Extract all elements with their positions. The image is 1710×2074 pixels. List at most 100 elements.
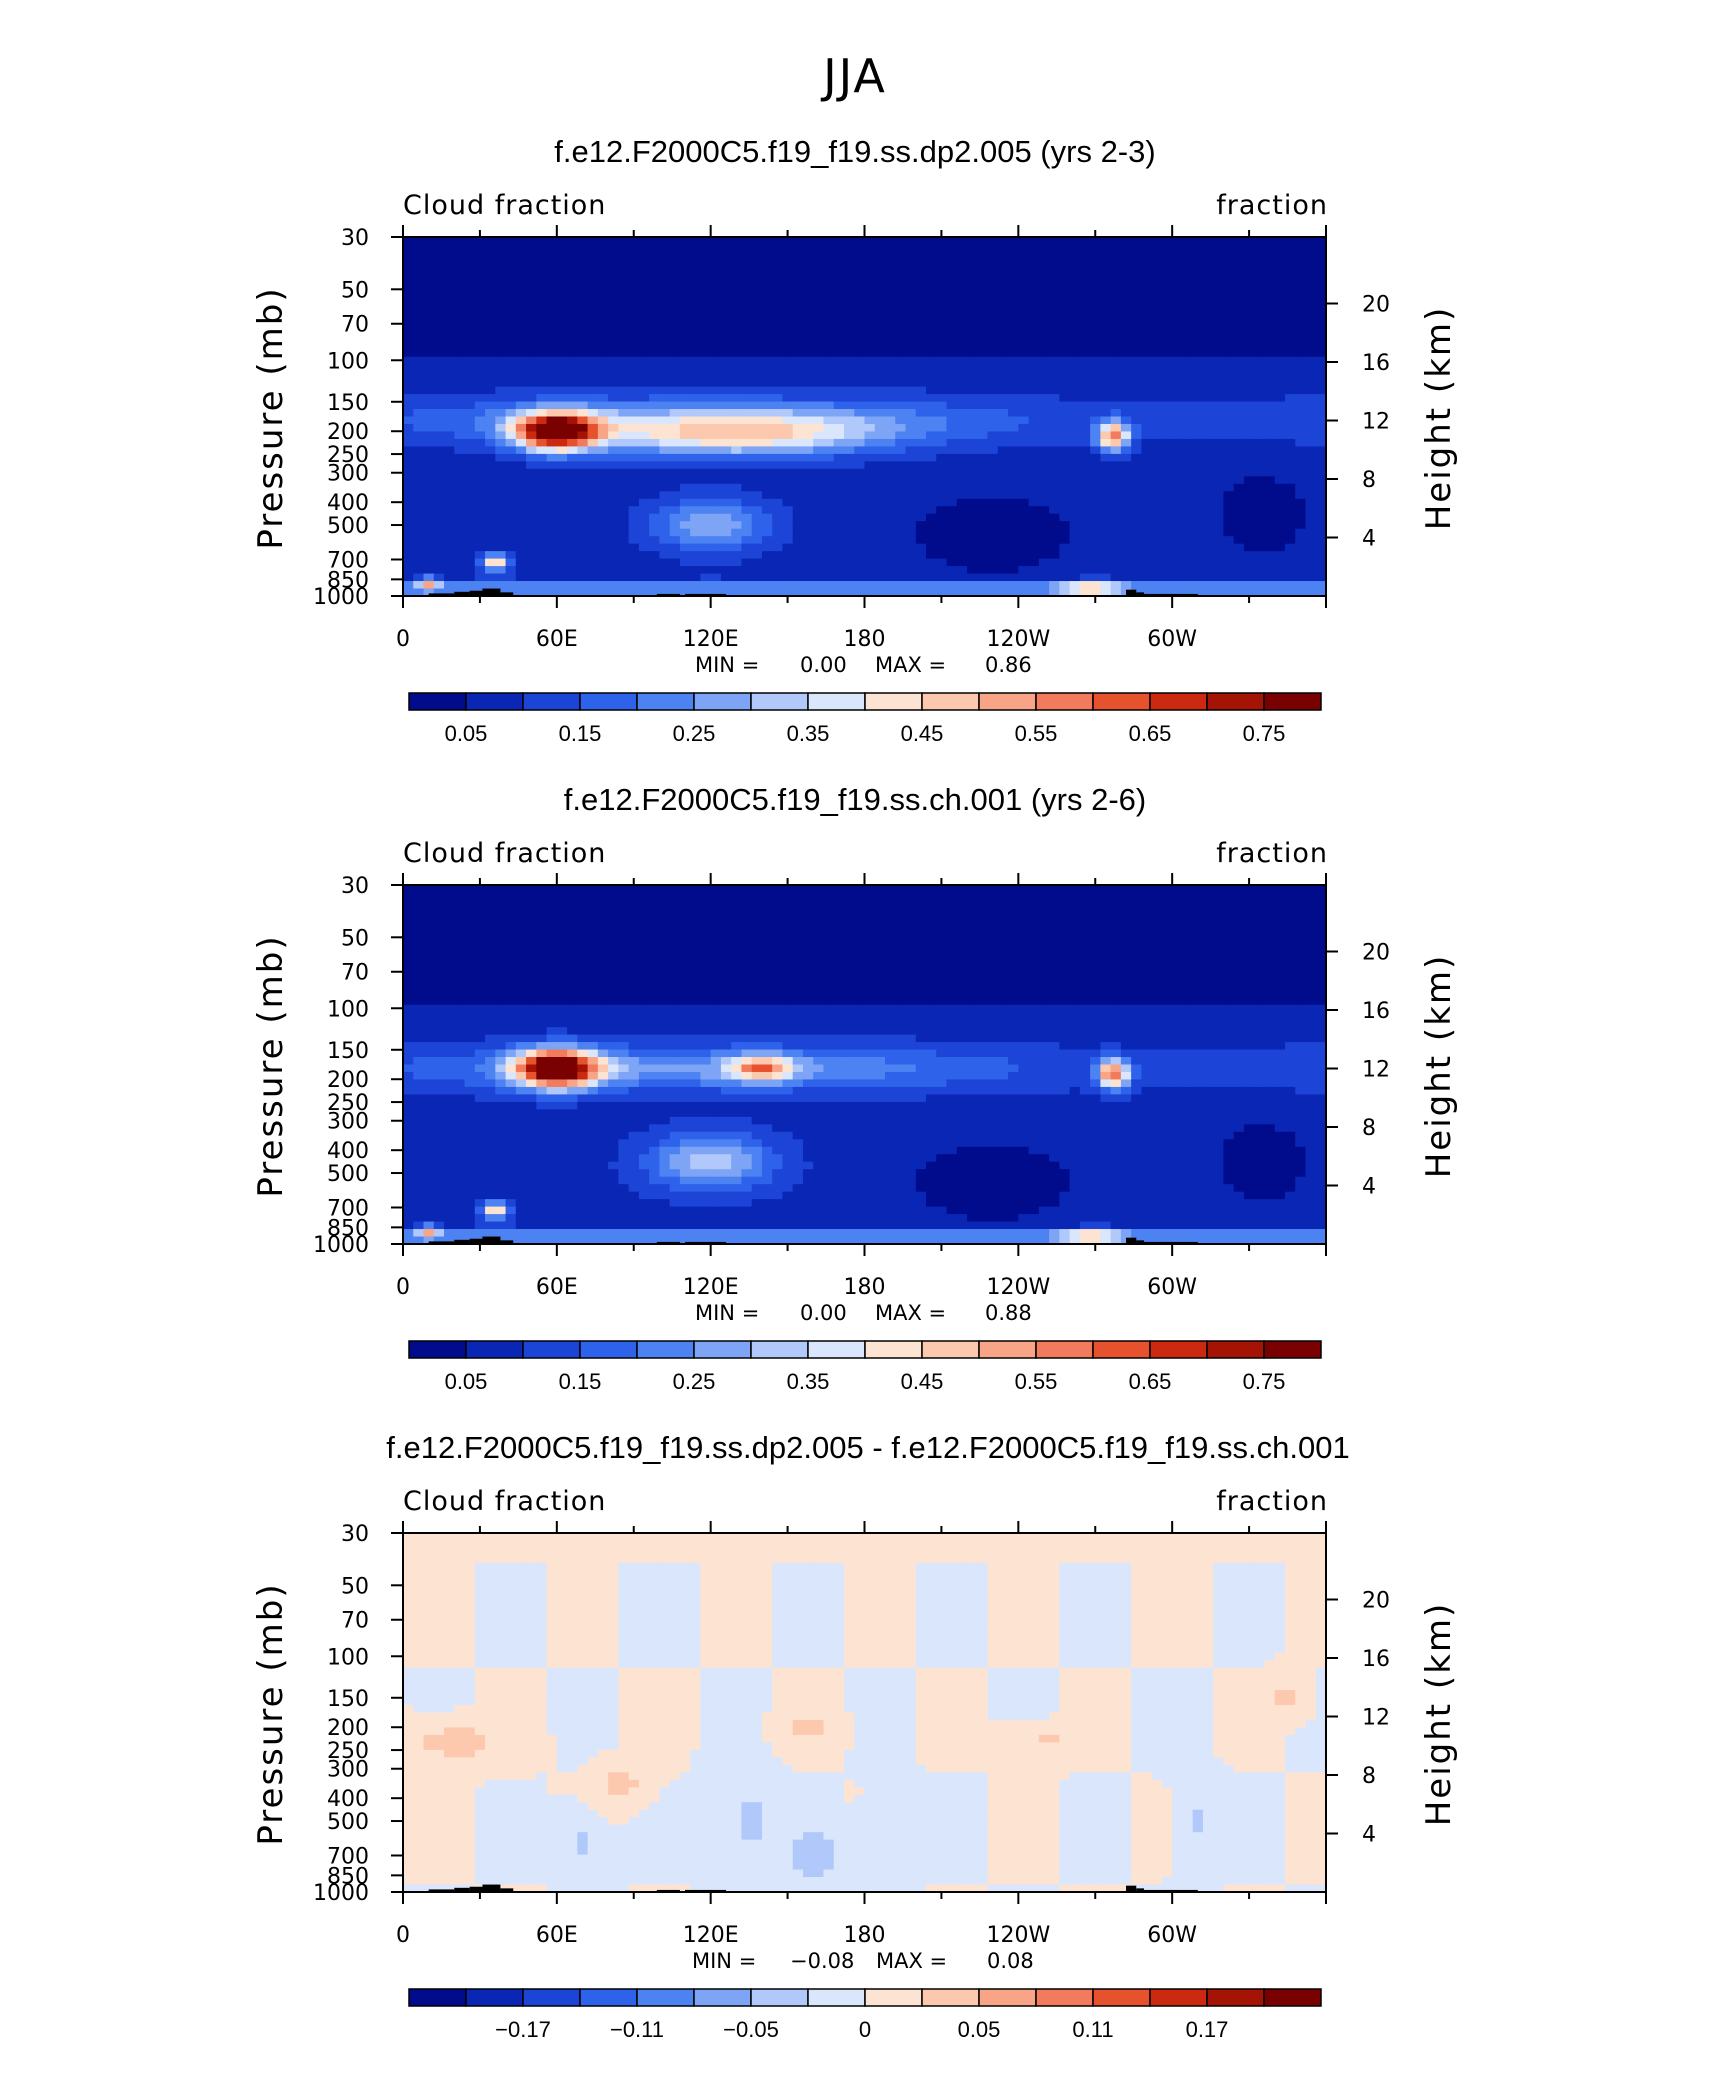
field-cell — [536, 379, 548, 388]
field-cell — [1090, 401, 1101, 410]
field-cell — [423, 423, 435, 433]
field-cell — [587, 281, 599, 290]
field-cell — [1254, 513, 1266, 522]
field-cell — [433, 349, 445, 358]
field-cell — [1182, 319, 1194, 328]
field-cell — [885, 446, 896, 455]
field-cell — [536, 311, 548, 320]
field-cell — [413, 468, 425, 477]
field-cell — [536, 892, 548, 901]
field-cell — [1038, 446, 1050, 455]
field-cell — [567, 349, 578, 358]
colorbar-box — [1263, 692, 1322, 711]
field-cell — [546, 379, 558, 388]
field-cell — [731, 341, 743, 350]
field-cell — [823, 274, 835, 283]
field-cell — [946, 423, 958, 433]
field-cell — [474, 899, 486, 909]
field-cell — [987, 431, 999, 440]
field-cell — [731, 259, 743, 268]
field-cell — [659, 266, 671, 275]
field-cell — [874, 885, 886, 894]
field-cell — [802, 536, 814, 545]
field-cell — [1028, 326, 1040, 335]
field-cell — [700, 409, 712, 418]
field-cell — [967, 491, 978, 500]
field-cell — [1028, 251, 1040, 261]
field-cell — [577, 543, 589, 552]
field-cell — [700, 498, 712, 507]
field-cell — [628, 423, 640, 433]
field-cell — [505, 244, 517, 253]
field-cell — [433, 409, 445, 418]
field-cell — [1192, 521, 1204, 530]
field-cell — [792, 483, 804, 492]
field-cell — [1233, 914, 1245, 923]
field-cell — [700, 266, 712, 275]
field-cell — [772, 506, 784, 515]
field-cell — [915, 483, 927, 492]
field-cell — [1223, 266, 1235, 275]
field-cell — [854, 506, 866, 515]
field-cell — [474, 431, 486, 440]
field-cell — [956, 506, 968, 515]
field-cell — [895, 281, 907, 290]
field-cell — [413, 438, 425, 448]
field-cell — [413, 259, 425, 268]
field-cell — [587, 446, 599, 455]
field-cell — [413, 498, 425, 507]
field-cell — [1254, 922, 1266, 931]
field-cell — [474, 536, 486, 545]
field-cell — [741, 491, 753, 500]
field-cell — [1059, 326, 1071, 335]
field-cell — [536, 566, 548, 575]
field-cell — [1223, 446, 1235, 455]
field-cell — [618, 416, 630, 425]
field-cell — [1120, 453, 1132, 462]
field-cell — [1079, 296, 1091, 305]
field-cell — [1192, 899, 1204, 909]
field-cell — [1223, 521, 1235, 530]
field-cell — [997, 281, 1009, 290]
field-cell — [792, 386, 804, 395]
field-cell — [813, 581, 825, 590]
field-cell — [505, 506, 517, 515]
field-cell — [597, 349, 609, 358]
field-cell — [1059, 237, 1071, 246]
field-cell — [1100, 409, 1112, 418]
field-cell — [1028, 356, 1040, 365]
field-cell — [1295, 334, 1307, 343]
field-cell — [1284, 326, 1296, 335]
field-cell — [1161, 551, 1173, 560]
field-cell — [1264, 349, 1276, 358]
field-cell — [1223, 237, 1235, 246]
field-cell — [649, 281, 660, 290]
field-cell — [915, 349, 927, 358]
field-cell — [885, 379, 896, 388]
field-cell — [854, 588, 866, 597]
field-cell — [1141, 319, 1153, 328]
field-cell — [1202, 506, 1214, 515]
field-cell — [700, 289, 712, 298]
field-cell — [741, 513, 753, 522]
field-cell — [546, 341, 558, 350]
field-cell — [997, 528, 1009, 537]
field-cell — [1141, 371, 1153, 380]
field-cell — [1202, 341, 1214, 350]
field-cell — [526, 431, 537, 440]
field-cell — [464, 394, 476, 403]
field-cell — [1243, 491, 1255, 500]
field-cell — [1049, 371, 1060, 380]
field-cell — [608, 543, 619, 552]
field-cell — [731, 536, 743, 545]
field-cell — [1049, 394, 1060, 403]
field-cell — [864, 573, 876, 582]
field-cell — [618, 244, 630, 253]
field-cell — [1213, 364, 1225, 373]
field-cell — [1192, 468, 1204, 477]
field-cell — [1213, 468, 1225, 477]
field-cell — [926, 446, 937, 455]
field-cell — [1079, 551, 1091, 560]
field-cell — [444, 566, 455, 575]
field-cell — [577, 394, 589, 403]
